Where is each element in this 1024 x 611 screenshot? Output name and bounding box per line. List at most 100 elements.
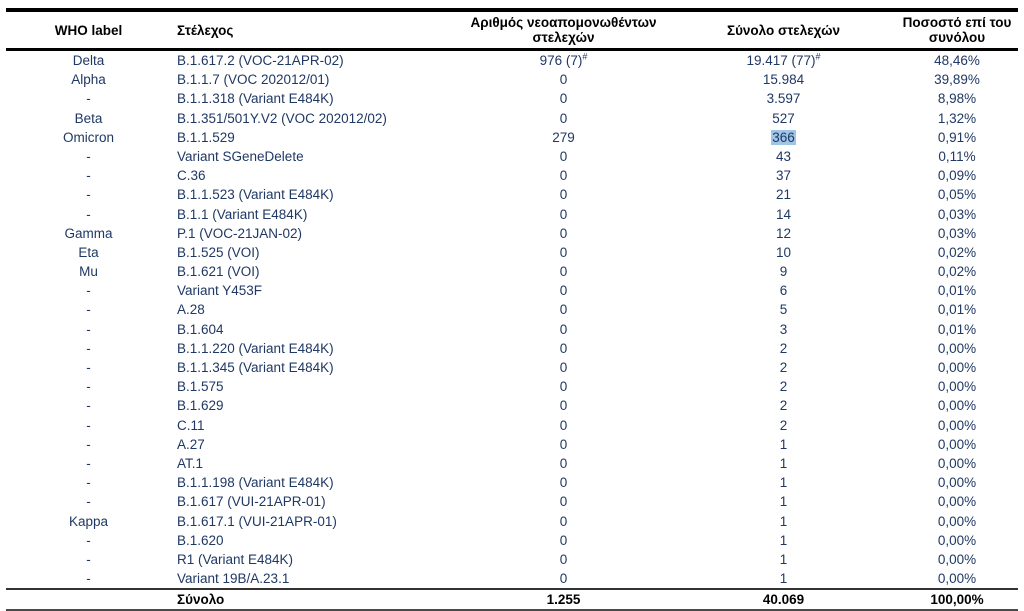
total-strains-cell: 1 xyxy=(779,571,788,587)
percent-cell: 0,00% xyxy=(937,417,977,433)
new-isolates-cell: 0 xyxy=(559,321,568,337)
table-row: Alpha B.1.1.7 (VOC 202012/01) 0 15.984 39,89… xyxy=(6,70,1018,89)
new-isolates-cell: 0 xyxy=(559,264,568,280)
variants-table: WHO label Στέλεχος Αριθμός νεοαπομονωθέν… xyxy=(6,8,1018,611)
who-label-cell: - xyxy=(86,379,91,395)
who-label-cell: - xyxy=(86,321,91,337)
new-isolates-cell: 0 xyxy=(559,72,568,88)
total-strains-cell: 527 xyxy=(772,110,795,126)
new-isolates-cell: 0 xyxy=(559,168,568,184)
total-strains-cell: 2 xyxy=(779,417,788,433)
table-row: - B.1.1.345 (Variant E484K) 0 2 0,00% xyxy=(6,358,1018,377)
new-isolates-cell: 0 xyxy=(559,475,568,491)
percent-cell: 1,32% xyxy=(937,110,977,126)
table-row: Omicron B.1.1.529 279 366 0,91% xyxy=(6,128,1018,147)
table-row: Mu B.1.621 (VOI) 0 9 0,02% xyxy=(6,262,1018,281)
percent-cell: 8,98% xyxy=(937,91,977,107)
strain-cell: B.1.1.529 xyxy=(177,129,235,145)
new-isolates-cell: 0 xyxy=(559,360,568,375)
table-row: - AT.1 0 1 0,00% xyxy=(6,454,1018,473)
strain-cell: B.1.617.2 (VOC-21APR-02) xyxy=(177,53,344,68)
total-strains-cell: 43 xyxy=(775,148,792,164)
total-strains-cell: 6 xyxy=(779,283,788,299)
who-label-cell: - xyxy=(86,551,91,567)
strain-cell: B.1.1 (Variant E484K) xyxy=(177,206,308,222)
table-row: - B.1.1.220 (Variant E484K) 0 2 0,00% xyxy=(6,339,1018,358)
new-isolates-cell: 0 xyxy=(559,398,568,414)
strain-cell: B.1.1.523 (Variant E484K) xyxy=(177,187,334,203)
total-strains-cell: 40.069 xyxy=(762,591,805,607)
who-label-cell: Delta xyxy=(72,53,105,68)
who-label-cell: - xyxy=(86,436,91,452)
who-label-cell: - xyxy=(86,398,91,414)
total-strains-cell: 1 xyxy=(779,475,788,491)
table-row: Kappa B.1.617.1 (VUI-21APR-01) 0 1 0,00% xyxy=(6,512,1018,531)
who-label-cell: - xyxy=(86,571,91,587)
who-label-cell: - xyxy=(86,475,91,491)
percent-cell: 0,03% xyxy=(937,206,977,222)
highlighted-value: 366 xyxy=(771,129,796,145)
total-strains-cell: 5 xyxy=(779,302,788,318)
strain-cell: B.1.617 (VUI-21APR-01) xyxy=(177,494,326,510)
total-strains-cell: 1 xyxy=(779,494,788,510)
strain-cell: B.1.617.1 (VUI-21APR-01) xyxy=(177,513,337,529)
who-label-cell: - xyxy=(86,187,91,203)
new-isolates-cell: 0 xyxy=(559,340,568,356)
new-isolates-cell: 0 xyxy=(559,379,568,395)
strain-cell: R1 (Variant E484K) xyxy=(177,551,294,567)
percent-cell: 0,00% xyxy=(937,475,977,491)
strain-cell: B.1.629 xyxy=(177,398,224,414)
table-row: Delta B.1.617.2 (VOC-21APR-02) 976 (7)# 19.… xyxy=(6,51,1018,70)
header-percent-of-total: Ποσοστό επί του συνόλου xyxy=(902,15,1012,45)
strain-cell: AT.1 xyxy=(177,455,204,471)
total-strains-cell: 12 xyxy=(775,225,792,241)
table-row: - B.1.1.198 (Variant E484K) 0 1 0,00% xyxy=(6,473,1018,492)
table-row: - B.1.617 (VUI-21APR-01) 0 1 0,00% xyxy=(6,492,1018,511)
total-strains-cell: 1 xyxy=(779,513,788,529)
header-total-strains: Σύνολο στελεχών xyxy=(726,22,841,38)
total-strains-cell: 21 xyxy=(775,187,792,203)
percent-cell: 0,00% xyxy=(937,360,977,375)
percent-cell: 0,00% xyxy=(937,340,977,356)
table-row: - A.27 0 1 0,00% xyxy=(6,435,1018,454)
new-isolates-cell: 0 xyxy=(559,551,568,567)
new-isolates-cell: 0 xyxy=(559,455,568,471)
who-label-cell: - xyxy=(86,283,91,299)
total-strains-cell: 19.417 (77)# xyxy=(746,51,821,68)
total-strains-cell: 2 xyxy=(779,379,788,395)
table-row: - C.11 0 2 0,00% xyxy=(6,416,1018,435)
new-isolates-cell: 0 xyxy=(559,417,568,433)
who-label-cell: - xyxy=(86,168,91,184)
who-label-cell: - xyxy=(86,417,91,433)
total-strains-cell: 10 xyxy=(775,244,792,260)
who-label-cell: Omicron xyxy=(62,129,114,145)
total-strains-cell: 37 xyxy=(775,168,792,184)
percent-cell: 0,02% xyxy=(937,264,977,280)
strain-cell: B.1.621 (VOI) xyxy=(177,264,260,280)
who-label-cell: Beta xyxy=(74,110,103,126)
percent-cell: 0,00% xyxy=(937,436,977,452)
strain-cell: B.1.620 xyxy=(177,532,224,548)
who-label-cell: - xyxy=(86,91,91,107)
strain-cell: B.1.1.345 (Variant E484K) xyxy=(177,360,334,375)
table-row: - A.28 0 5 0,01% xyxy=(6,300,1018,319)
total-strains-cell: 1 xyxy=(779,551,788,567)
who-label-cell: - xyxy=(86,532,91,548)
new-isolates-cell: 0 xyxy=(559,225,568,241)
header-who-label: WHO label xyxy=(54,22,123,38)
total-percent-cell: 100,00% xyxy=(930,591,984,607)
table-total-row: Σύνολο 1.255 40.069 100,00% xyxy=(6,588,1018,611)
table-row: Gamma P.1 (VOC-21JAN-02) 0 12 0,03% xyxy=(6,224,1018,243)
new-isolates-cell: 0 xyxy=(559,110,568,126)
who-label-cell: - xyxy=(86,360,91,375)
strain-cell: Variant SGeneDelete xyxy=(177,148,304,164)
total-strains-cell: 1 xyxy=(779,436,788,452)
strain-cell: C.36 xyxy=(177,168,206,184)
percent-cell: 0,00% xyxy=(937,513,977,529)
strain-cell: Variant Y453F xyxy=(177,283,263,299)
who-label-cell: - xyxy=(86,148,91,164)
new-isolates-cell: 0 xyxy=(559,302,568,318)
table-row: - Variant SGeneDelete 0 43 0,11% xyxy=(6,147,1018,166)
strain-cell: B.1.525 (VOI) xyxy=(177,244,260,260)
percent-cell: 0,09% xyxy=(937,168,977,184)
